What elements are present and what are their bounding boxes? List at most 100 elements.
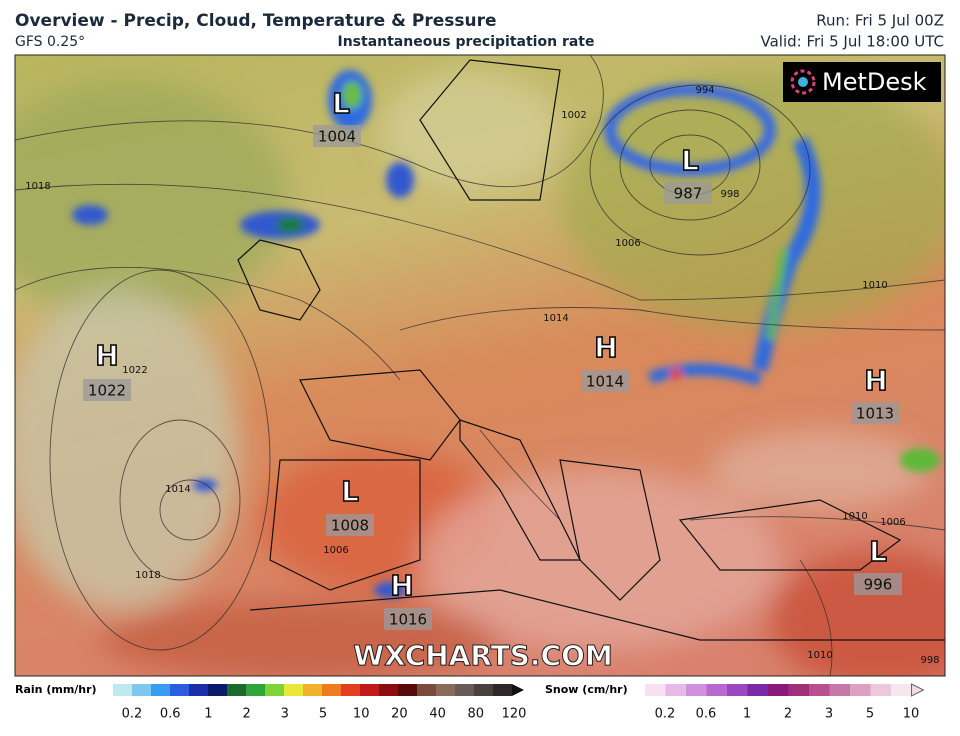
- snow-color-swatch: [768, 684, 789, 696]
- pressure-value-box: [854, 573, 902, 595]
- isobar-label: 1006: [615, 238, 640, 249]
- snow-color-swatch: [870, 684, 891, 696]
- pressure-center-type: L: [869, 535, 887, 568]
- map-frame: [14, 54, 946, 677]
- snow-color-swatch: [686, 684, 707, 696]
- snow-tick-label: 10: [903, 707, 920, 722]
- snow-color-swatch: [891, 684, 912, 696]
- rain-tick-label: 0.2: [122, 707, 143, 722]
- pressure-value: 1016: [389, 611, 427, 629]
- snow-color-swatch: [706, 684, 727, 696]
- run-time: Run: Fri 5 Jul 00Z: [816, 12, 944, 30]
- rain-color-swatch: [189, 684, 208, 696]
- snow-color-swatch: [829, 684, 850, 696]
- isobar-label: 1010: [842, 511, 867, 522]
- snow-tick-label: 0.2: [655, 707, 676, 722]
- isobar-label: 1010: [807, 650, 832, 661]
- snow-legend-label: Snow (cm/hr): [545, 683, 628, 696]
- rain-color-swatch: [455, 684, 474, 696]
- pressure-value: 1004: [318, 128, 356, 146]
- rain-color-swatch: [113, 684, 132, 696]
- pressure-value: 1014: [586, 373, 624, 391]
- pressure-value-box: [581, 370, 629, 392]
- logo: MetDesk: [822, 68, 927, 96]
- pressure-value: 1022: [88, 382, 126, 400]
- rain-tick-label: 1: [204, 707, 212, 722]
- subtitle: Instantaneous precipitation rate: [338, 34, 595, 50]
- rain-tick-label: 5: [319, 707, 327, 722]
- map: 1018 1022 1014 1018 1010 1006 998 994 1002 1006 10…: [14, 54, 946, 677]
- isobar-label: 1014: [543, 313, 568, 324]
- pressure-value-box: [664, 182, 712, 204]
- rain-legend-arrow: [512, 684, 524, 696]
- logo-box: [783, 62, 941, 102]
- rain-color-swatch: [398, 684, 417, 696]
- snow-tick-label: 1: [743, 707, 751, 722]
- pressure-value: 987: [674, 185, 703, 203]
- isobar-label: 1014: [165, 484, 190, 495]
- snow-tick-label: 3: [825, 707, 833, 722]
- isobar-label: 1002: [561, 110, 586, 121]
- rain-color-swatch: [132, 684, 151, 696]
- isobar-label: 1018: [25, 181, 50, 192]
- snow-color-swatch: [747, 684, 768, 696]
- title: Overview - Precip, Cloud, Temperature & …: [15, 11, 497, 31]
- isobar-label: 1006: [323, 545, 348, 556]
- isobar-label: 1010: [862, 280, 887, 291]
- rain-color-swatch: [227, 684, 246, 696]
- watermark: WXCHARTS.COM: [353, 639, 613, 672]
- isobar-label: 998: [920, 655, 939, 666]
- rain-tick-label: 120: [502, 707, 527, 722]
- rain-tick-label: 3: [281, 707, 289, 722]
- pressure-center-type: L: [681, 144, 699, 177]
- rain-color-swatch: [322, 684, 341, 696]
- pressure-value: 1013: [856, 405, 894, 423]
- pressure-value-box: [326, 514, 374, 536]
- rain-color-swatch: [417, 684, 436, 696]
- rain-legend-label: Rain (mm/hr): [15, 683, 97, 696]
- coastlines: [237, 59, 945, 641]
- snow-tick-label: 5: [866, 707, 874, 722]
- rain-color-swatch: [265, 684, 284, 696]
- pressure-value-box: [851, 402, 899, 424]
- legend: 0.2 0.6 1 2 3 5 10 20 40 80 120 0.2 0.6 1 2 3 5 10: [113, 683, 925, 722]
- isobars: [15, 55, 945, 676]
- rain-color-swatch: [284, 684, 303, 696]
- isobar-label: 1006: [880, 517, 905, 528]
- snow-color-swatch: [809, 684, 830, 696]
- snow-color-swatch: [645, 684, 666, 696]
- precipitation: [72, 70, 940, 598]
- rain-tick-label: 20: [391, 707, 408, 722]
- rain-color-swatch: [474, 684, 493, 696]
- isobar-labels: 1018 1022 1014 1018 1010 1006 998 994 1002 1006 10…: [25, 85, 939, 666]
- isobar-label: 1022: [122, 365, 147, 376]
- snow-legend-arrow: [911, 683, 925, 697]
- pressure-value-box: [384, 608, 432, 630]
- fields: [15, 70, 945, 676]
- rain-color-swatch: [493, 684, 512, 696]
- rain-color-swatch: [208, 684, 227, 696]
- snow-tick-label: 2: [784, 707, 792, 722]
- snow-color-swatch: [665, 684, 686, 696]
- pressure-center-type: H: [390, 569, 413, 602]
- pressure-center-type: L: [332, 87, 350, 120]
- snow-color-swatch: [850, 684, 871, 696]
- pressure-center-type: H: [864, 364, 887, 397]
- pressure-centers: L 1004 L 987 H 1022 H 1014 H 1013 L 1008 H 1016 L 996: [83, 86, 902, 630]
- pressure-center-type: H: [95, 339, 118, 372]
- rain-color-swatch: [151, 684, 170, 696]
- pressure-value-box: [313, 125, 361, 147]
- rain-color-swatch: [170, 684, 189, 696]
- rain-tick-label: 2: [242, 707, 250, 722]
- rain-color-swatch: [303, 684, 322, 696]
- rain-color-swatch: [360, 684, 379, 696]
- rain-color-swatch: [436, 684, 455, 696]
- pressure-value-box: [83, 379, 131, 401]
- pressure-value: 996: [864, 576, 893, 594]
- isobar-label: 998: [720, 189, 739, 200]
- pressure-center-type: L: [341, 475, 359, 508]
- snow-color-swatch: [788, 684, 809, 696]
- snow-tick-label: 0.6: [696, 707, 717, 722]
